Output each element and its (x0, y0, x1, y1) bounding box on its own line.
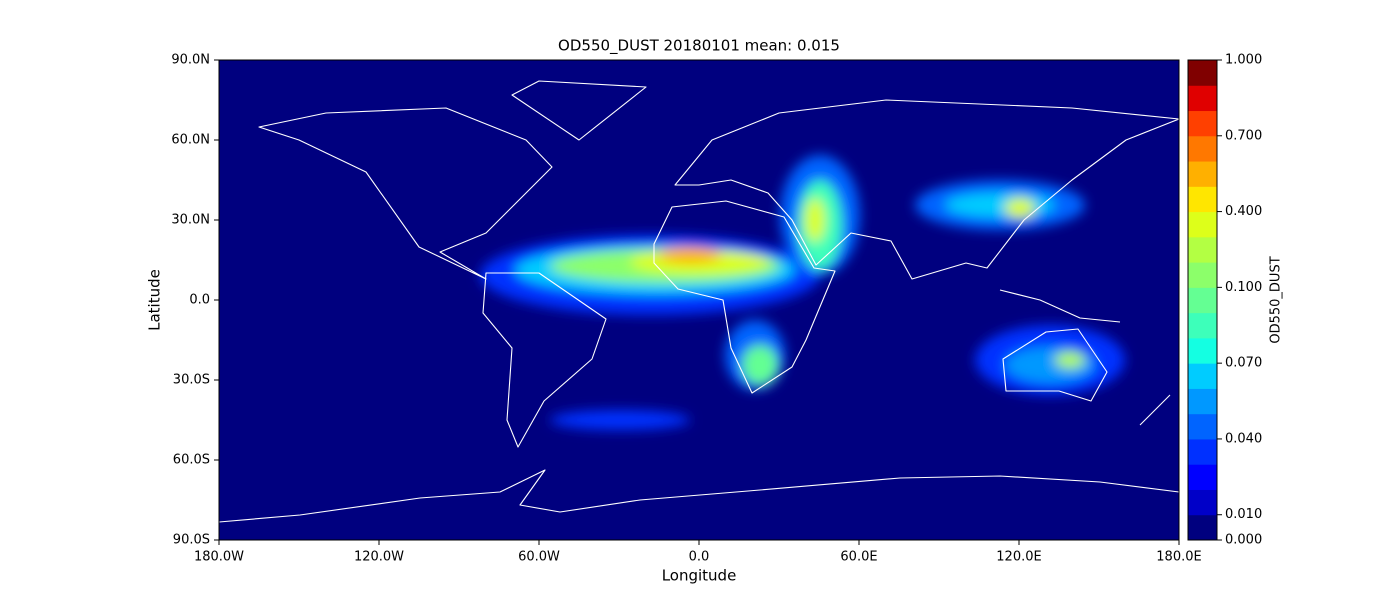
y-axis-label: Latitude (146, 269, 164, 331)
y-tick-label: 30.0N (171, 213, 210, 228)
colorbar-band (1188, 514, 1217, 541)
colorbar-band (1188, 287, 1217, 314)
y-tick-label: 60.0S (173, 453, 210, 468)
colorbar-tick-label: 1.000 (1225, 53, 1262, 68)
y-tick-label: 90.0S (173, 533, 210, 548)
colorbar-tick-label: 0.400 (1225, 204, 1262, 219)
colorbar-frame (1187, 59, 1218, 541)
colorbar-band (1188, 135, 1217, 162)
x-tick-label: 0.0 (689, 550, 710, 565)
x-axis-label: Longitude (662, 567, 737, 585)
y-tick-label: 90.0N (171, 53, 210, 68)
colorbar-band (1188, 438, 1217, 465)
colorbar-tick-label: 0.040 (1225, 431, 1262, 446)
x-tick-label: 60.0W (518, 550, 560, 565)
colorbar-band (1188, 464, 1217, 490)
colorbar-band (1188, 388, 1217, 415)
colorbar-band (1188, 60, 1217, 86)
y-tick-label: 60.0N (171, 133, 210, 148)
colorbar-band (1188, 110, 1217, 137)
colorbar-tick-label: 0.000 (1225, 533, 1262, 548)
colorbar-band (1188, 161, 1217, 187)
colorbar-band (1188, 85, 1217, 112)
colorbar-band (1188, 413, 1217, 440)
colorbar-band (1188, 236, 1217, 263)
colorbar-band (1188, 489, 1217, 516)
x-tick-label: 180.0W (194, 550, 244, 565)
colorbar-tick-label: 0.100 (1225, 280, 1262, 295)
x-tick-label: 60.0E (840, 550, 877, 565)
colorbar-band (1188, 363, 1217, 389)
colorbar-band (1188, 186, 1217, 213)
map-field (219, 60, 1179, 540)
colorbar-band (1188, 337, 1217, 364)
coastlines (219, 80, 1179, 523)
colorbar-tick-label: 0.010 (1225, 507, 1262, 522)
x-tick-label: 120.0W (354, 550, 404, 565)
y-tick-label: 30.0S (173, 373, 210, 388)
dust-plumes (480, 155, 1125, 430)
x-tick-label: 120.0E (996, 550, 1041, 565)
colorbar-tick-label: 0.070 (1225, 356, 1262, 371)
y-tick-label: 0.0 (189, 293, 210, 308)
colorbar-label: OD550_DUST (1269, 256, 1284, 343)
colorbar-tick-label: 0.700 (1225, 128, 1262, 143)
colorbar-band (1188, 211, 1217, 238)
x-tick-label: 180.0E (1156, 550, 1201, 565)
colorbar-band (1188, 312, 1217, 339)
chart-title: OD550_DUST 20180101 mean: 0.015 (558, 37, 840, 56)
colorbar-band (1188, 262, 1217, 288)
